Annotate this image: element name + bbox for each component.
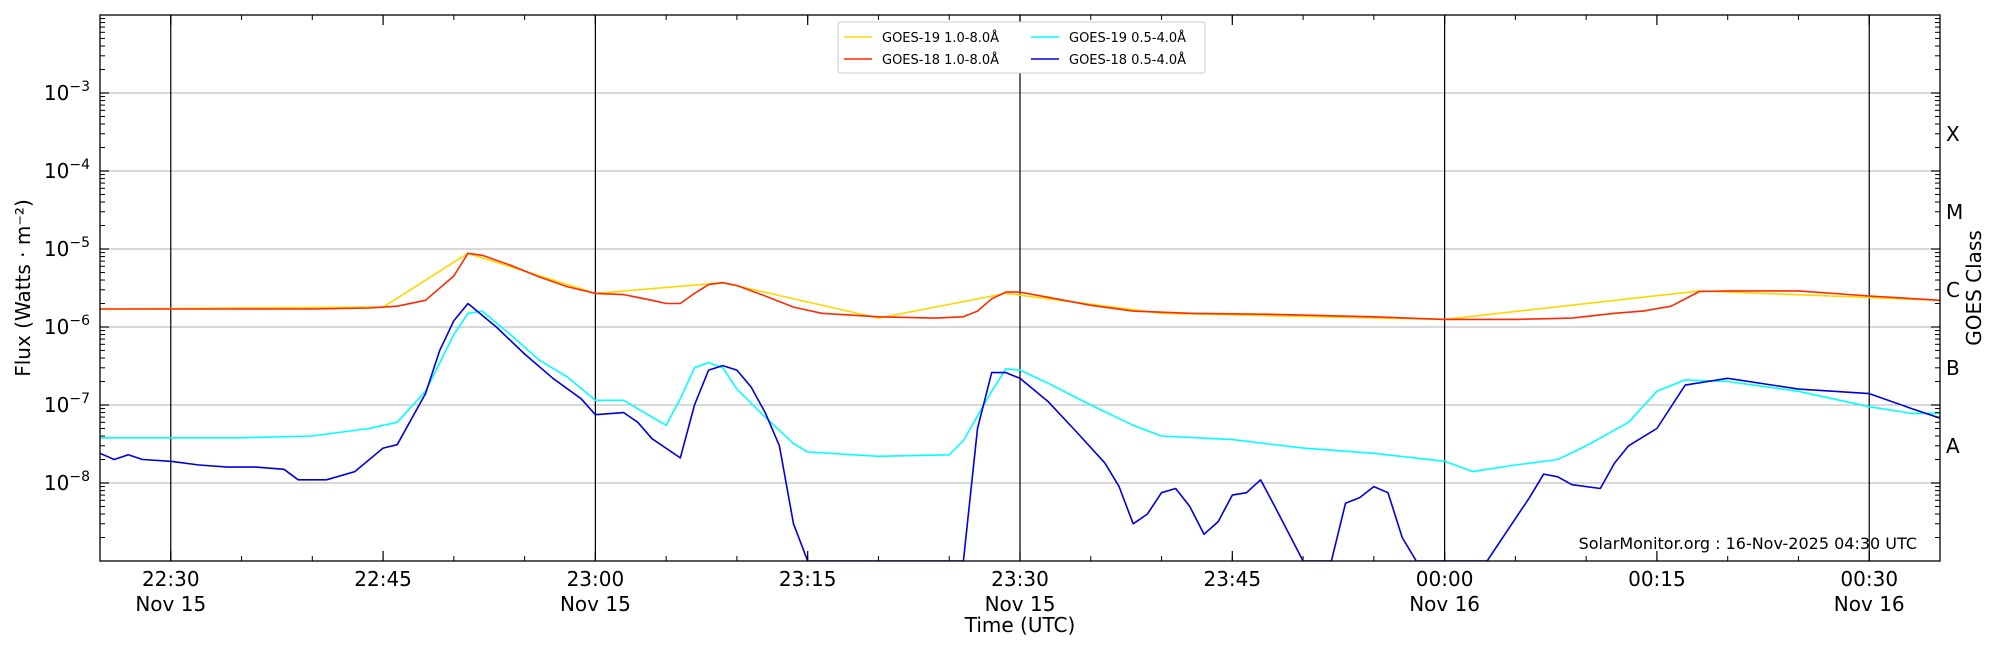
x-tick-date-4: Nov 15: [985, 592, 1056, 616]
x-tick-date-6: Nov 16: [1409, 592, 1480, 616]
y-tick-label-3: 10−5: [44, 235, 90, 261]
y-tick-label-4: 10−4: [44, 157, 90, 183]
legend-label-3: GOES-18 0.5-4.0Å: [1069, 52, 1186, 68]
y-axis-title: Flux (Watts · m⁻²): [11, 199, 35, 377]
x-tick-label-2: 23:00: [567, 567, 625, 591]
series-line-3: [100, 302, 1940, 561]
x-tick-label-0: 22:30: [142, 567, 200, 591]
x-tick-label-3: 23:15: [779, 567, 837, 591]
goes-class-B: B: [1946, 356, 1960, 380]
legend-label-0: GOES-19 1.0-8.0Å: [882, 30, 999, 46]
legend: GOES-19 1.0-8.0Å GOES-19 0.5-4.0Å GOES-18 …: [837, 21, 1206, 74]
goes-class-labels: A B C M X: [1946, 122, 1963, 458]
y-tick-label-5: 10−3: [44, 79, 90, 105]
y-tick-label-0: 10−8: [44, 469, 90, 495]
x-tick-label-6: 00:00: [1416, 567, 1474, 591]
x-tick-label-1: 22:45: [354, 567, 412, 591]
legend-box: [837, 21, 1206, 74]
flux-series: [100, 252, 1940, 561]
series-line-2: [100, 310, 1940, 473]
credit-text: SolarMonitor.org : 16-Nov-2025 04:30 UTC: [1579, 534, 1917, 553]
x-axis-title: Time (UTC): [964, 613, 1076, 637]
right-axis-title: GOES Class: [1962, 230, 1986, 346]
goes-class-M: M: [1946, 200, 1963, 224]
series-line-0: [100, 252, 1940, 321]
x-tick-label-8: 00:30: [1840, 567, 1898, 591]
x-tick-date-8: Nov 16: [1834, 592, 1905, 616]
legend-label-1: GOES-18 1.0-8.0Å: [882, 52, 999, 68]
x-tick-label-4: 23:30: [991, 567, 1049, 591]
series-line-1: [100, 252, 1940, 321]
goes-class-A: A: [1946, 434, 1960, 458]
y-tick-label-2: 10−6: [44, 313, 90, 339]
x-tick-date-0: Nov 15: [135, 592, 206, 616]
day-vertical-lines: [170, 15, 1870, 561]
legend-label-2: GOES-19 0.5-4.0Å: [1069, 30, 1186, 46]
x-tick-label-7: 00:15: [1628, 567, 1686, 591]
x-tick-label-5: 23:45: [1203, 567, 1261, 591]
x-tick-date-2: Nov 15: [560, 592, 631, 616]
y-axis-ticks: 10−8 10−7 10−6 10−5 10−4 10−3: [44, 18, 1940, 539]
goes-class-X: X: [1946, 122, 1960, 146]
goes-class-C: C: [1946, 278, 1960, 302]
y-tick-label-1: 10−7: [44, 391, 90, 417]
